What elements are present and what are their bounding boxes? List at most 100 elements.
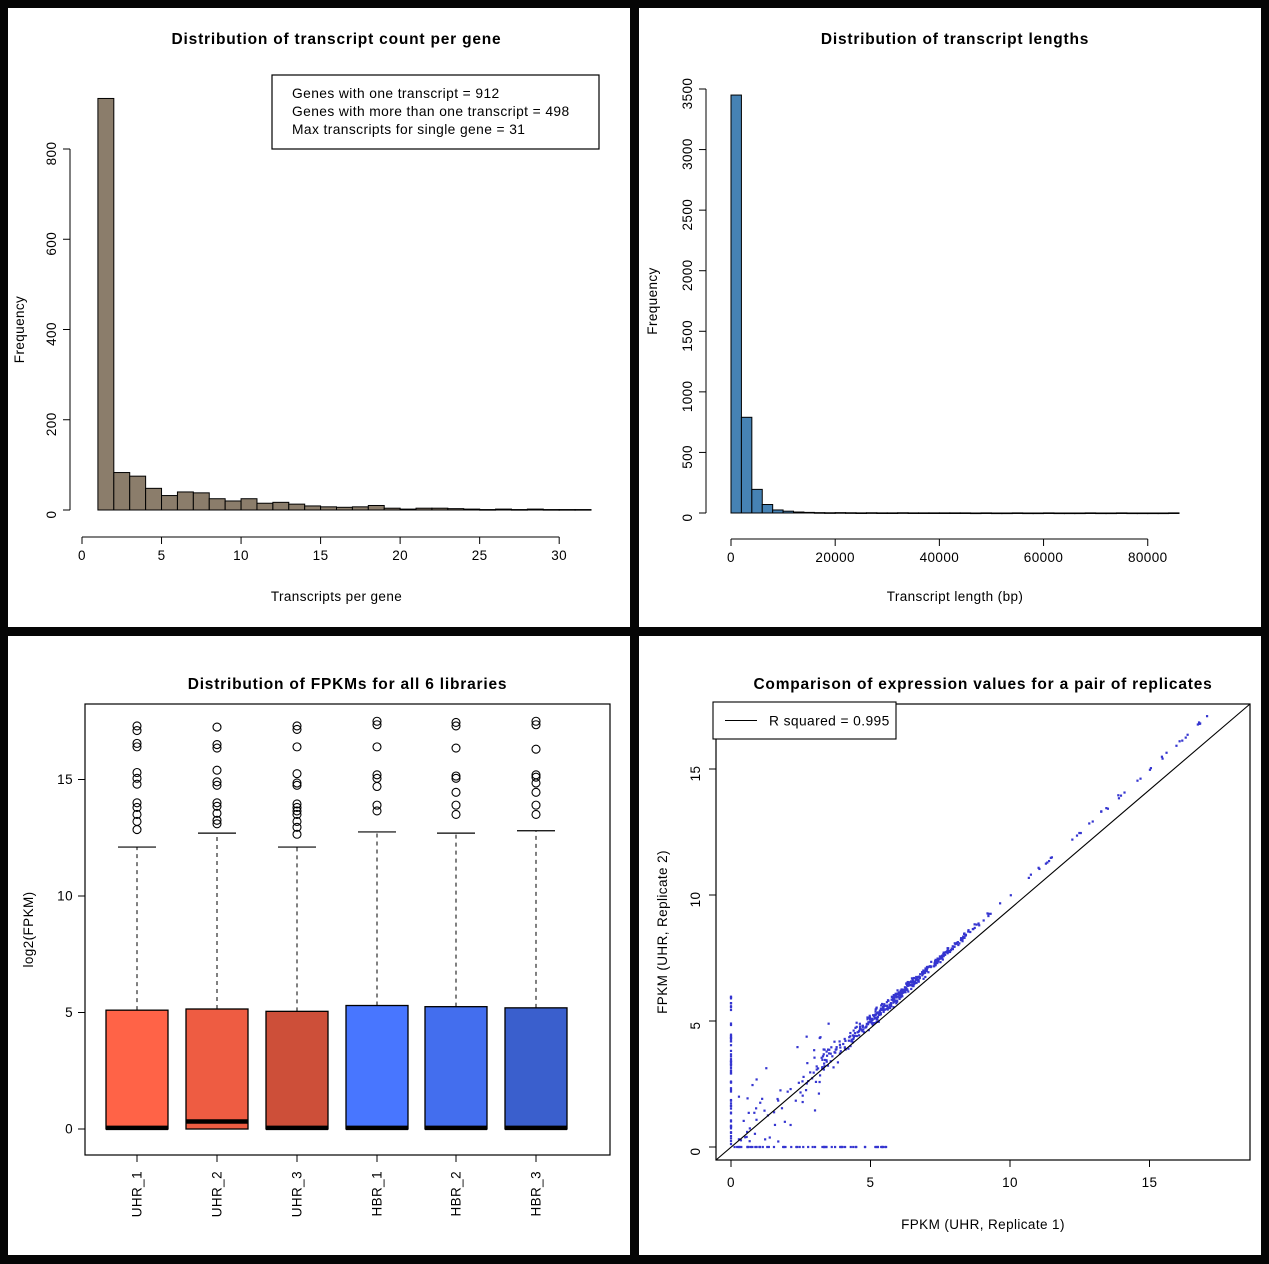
outlier-point — [372, 773, 382, 783]
scatter-point — [729, 1107, 733, 1110]
x-tick-label: 25 — [472, 548, 488, 563]
scatter-point — [899, 993, 902, 996]
histogram-bar — [272, 501, 290, 511]
x-axis-title: Transcripts per gene — [271, 589, 402, 604]
y-tick-label: 600 — [44, 232, 59, 256]
x-tick-label: 10 — [1002, 1175, 1018, 1190]
scatter-point — [850, 1038, 853, 1041]
scatter-point — [839, 1145, 842, 1149]
outlier-point — [531, 770, 541, 780]
scatter-point — [740, 1145, 743, 1149]
scatter-point — [729, 1080, 733, 1084]
scatter-point — [729, 1040, 733, 1043]
histogram-bar — [113, 472, 131, 511]
histogram-bar — [463, 508, 481, 511]
scatter-point — [910, 977, 914, 980]
scatter-point — [818, 1074, 822, 1077]
scatter-point — [967, 929, 970, 932]
histogram-bar — [751, 488, 763, 514]
scatter-point — [829, 1052, 832, 1055]
scatter-point — [1165, 751, 1168, 754]
x-tick-label: UHR_3 — [290, 1171, 305, 1217]
annotation-line: Max transcripts for single gene = 31 — [292, 122, 525, 137]
scatter-point — [900, 990, 903, 993]
outlier-point — [451, 809, 461, 819]
scatter-point — [1038, 867, 1041, 871]
scatter-point — [892, 997, 895, 1001]
x-axis: 0 5 10 15 20 25 30 — [78, 536, 567, 563]
outlier-point — [212, 780, 222, 790]
scatter-point — [751, 1145, 754, 1149]
y-tick-label: 3500 — [680, 78, 695, 110]
panel-replicate-scatter: Comparison of expression values for a pa… — [639, 636, 1261, 1255]
scatter-point — [963, 932, 966, 935]
scatter-point — [893, 996, 896, 999]
scatter-point — [729, 996, 733, 999]
scatter-point — [904, 988, 907, 991]
scatter-point — [1106, 807, 1110, 810]
histogram-bar — [1001, 512, 1013, 515]
scatter-point — [733, 1145, 736, 1149]
outlier-point — [132, 721, 142, 731]
y-tick-label: 1500 — [680, 320, 695, 352]
scatter-point — [914, 978, 917, 981]
scatter-point — [823, 1058, 827, 1062]
scatter-point — [889, 1003, 892, 1006]
scatter-point — [813, 1109, 817, 1112]
scatter-point — [779, 1089, 782, 1092]
scatter-point — [897, 991, 900, 994]
scatter-point — [912, 976, 916, 980]
transcript-length-histogram-group: Distribution of transcript lengths 0 500 10… — [645, 31, 1180, 604]
chart-title: Comparison of expression values for a pa… — [753, 676, 1212, 693]
scatter-point — [843, 1145, 847, 1149]
scatter-point — [901, 995, 904, 998]
scatter-point — [833, 1051, 836, 1054]
scatter-point — [905, 983, 909, 986]
histogram-bar — [730, 94, 742, 514]
scatter-point — [851, 1034, 854, 1037]
annotation-box-frame — [271, 74, 600, 150]
scatter-point — [755, 1145, 758, 1149]
scatter-point — [777, 1099, 780, 1102]
outlier-point — [451, 717, 461, 727]
scatter-point — [914, 980, 917, 983]
y-tick-label: 0 — [680, 514, 695, 522]
scatter-point — [761, 1145, 764, 1149]
scatter-point — [1078, 831, 1081, 835]
y-tick-label: 0 — [44, 511, 59, 519]
y-axis-title: Frequency — [12, 296, 27, 363]
scatter-point — [903, 986, 907, 989]
scatter-point — [1196, 723, 1199, 726]
scatter-point — [898, 997, 901, 1000]
histogram-bar — [1147, 512, 1159, 515]
y-axis: 0 500 1000 1500 2000 2500 3000 3500 — [680, 78, 707, 522]
scatter-point — [1181, 739, 1184, 742]
scatter-point — [908, 984, 911, 987]
y-axis-title: FPKM (UHR, Replicate 2) — [655, 850, 670, 1014]
scatter-point — [849, 1035, 852, 1038]
scatter-point — [729, 1072, 733, 1075]
scatter-point — [1175, 744, 1178, 747]
outlier-point — [132, 825, 142, 835]
scatter-point — [825, 1059, 828, 1062]
x-axis: 0 20000 40000 60000 80000 — [727, 538, 1167, 565]
outlier-point — [132, 802, 142, 813]
scatter-point — [873, 1017, 877, 1020]
scatter-point — [729, 1023, 733, 1027]
outlier-point — [531, 787, 541, 797]
scatter-point — [805, 1035, 808, 1038]
scatter-point — [729, 1006, 733, 1009]
scatter-point — [939, 956, 942, 959]
outlier-point — [292, 822, 302, 832]
scatter-point — [790, 1145, 793, 1149]
transcript-count-histogram-chart: Distribution of transcript count per gen… — [12, 31, 600, 604]
scatter-point — [896, 992, 899, 995]
scatter-point — [855, 1021, 858, 1024]
scatter-point — [1117, 797, 1121, 800]
scatter-point — [923, 970, 926, 974]
histogram-bar — [1022, 512, 1034, 515]
scatter-point — [786, 1090, 789, 1093]
outlier-point — [132, 809, 142, 819]
scatter-point — [841, 1145, 844, 1149]
outliers — [132, 721, 142, 835]
